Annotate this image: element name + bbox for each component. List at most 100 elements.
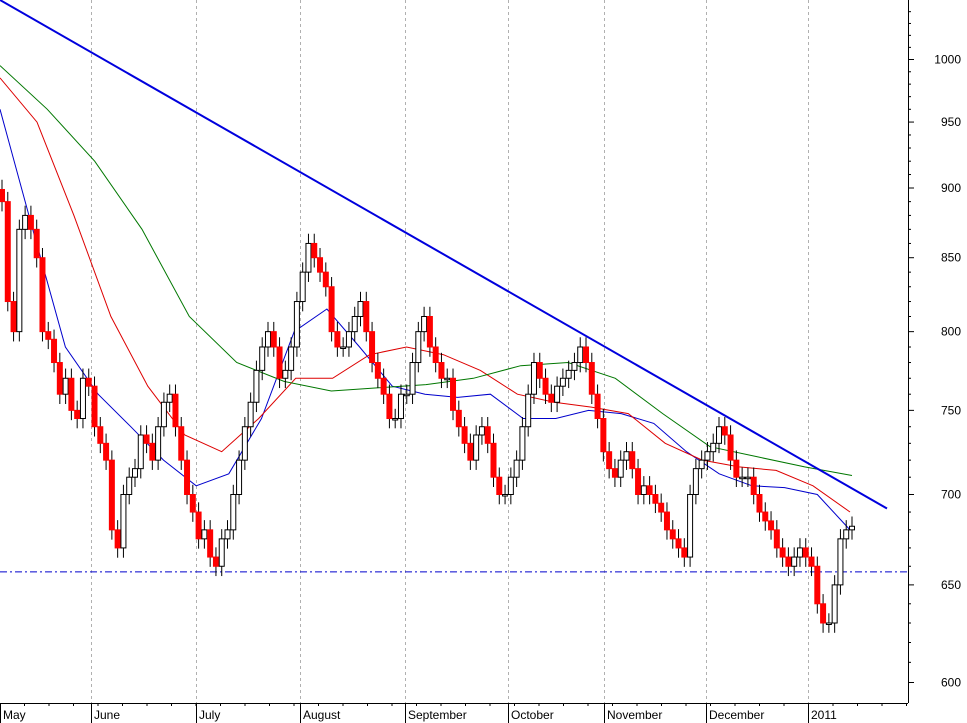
candle	[79, 368, 86, 429]
candle	[131, 458, 138, 487]
candle-body	[588, 362, 595, 395]
x-tick-label: October	[511, 708, 554, 722]
candle-body	[184, 459, 191, 496]
candle-body	[744, 476, 751, 480]
candle-body	[397, 393, 404, 420]
candle-body	[565, 369, 572, 379]
candle	[236, 450, 243, 505]
candle-body	[438, 362, 445, 379]
candle	[843, 520, 850, 549]
candle	[201, 520, 208, 549]
candle	[542, 368, 549, 405]
candle	[675, 529, 682, 558]
candle	[264, 321, 271, 357]
candle-body	[849, 525, 855, 531]
candle-body	[392, 418, 399, 421]
candle-body	[652, 494, 659, 504]
candle	[669, 520, 676, 549]
candle-body	[218, 538, 225, 567]
candle	[548, 384, 555, 413]
candle-body	[212, 556, 219, 567]
candle	[345, 321, 352, 357]
candle	[640, 476, 647, 505]
candle-body	[166, 393, 173, 403]
candle-body	[646, 485, 653, 496]
candle-body	[773, 529, 780, 549]
candle-body	[189, 494, 196, 513]
candle	[276, 337, 283, 389]
candle	[779, 538, 786, 567]
candle-body	[820, 603, 827, 624]
candle	[397, 384, 404, 429]
candle	[363, 291, 370, 342]
candle	[143, 425, 150, 454]
candle-body	[131, 468, 138, 478]
candle	[328, 277, 335, 342]
candle-body	[276, 346, 283, 379]
candle	[421, 306, 428, 342]
candle	[91, 376, 98, 437]
candle-body	[51, 338, 58, 364]
candle	[126, 467, 133, 505]
candle	[39, 247, 46, 342]
candle	[432, 337, 439, 373]
candle	[629, 441, 636, 479]
candle-body	[687, 494, 694, 558]
candle	[438, 352, 445, 389]
candle-body	[317, 257, 324, 273]
candle	[195, 502, 202, 549]
candle	[802, 538, 809, 567]
candle	[247, 392, 254, 437]
candle	[733, 450, 740, 487]
candle-body	[340, 346, 347, 349]
candle-body	[143, 434, 150, 444]
candle-body	[230, 494, 237, 531]
candle	[334, 321, 341, 357]
candle	[270, 321, 277, 357]
candle-body	[791, 556, 798, 567]
moving-average-green	[0, 65, 853, 476]
candle-body	[33, 228, 40, 259]
candle	[189, 484, 196, 522]
candle	[224, 520, 231, 549]
y-tick-label: 700	[941, 488, 961, 502]
candle-body	[681, 547, 688, 558]
candle-body	[56, 362, 63, 395]
candle-body	[149, 442, 156, 461]
candle	[16, 219, 23, 342]
candle-body	[155, 426, 162, 461]
candle-body	[224, 529, 231, 540]
y-tick-label: 950	[941, 115, 961, 129]
candle	[103, 433, 110, 470]
candle	[496, 467, 503, 505]
candle	[85, 368, 92, 397]
candle	[293, 291, 300, 357]
candle	[820, 594, 827, 633]
candle-body	[814, 565, 821, 605]
candle-body	[496, 476, 503, 496]
candle-body	[10, 301, 17, 333]
candle	[785, 547, 792, 577]
candle-body	[530, 362, 537, 395]
candle	[137, 425, 144, 479]
candle	[172, 384, 179, 437]
candle-body	[322, 271, 329, 288]
candle	[0, 179, 5, 212]
candle	[392, 408, 399, 429]
candle-body	[311, 242, 318, 259]
candle-body	[79, 377, 86, 420]
candle-body	[45, 331, 52, 340]
candle-body	[369, 331, 376, 364]
candle-body	[692, 468, 699, 496]
candle	[461, 417, 468, 454]
price-candles	[0, 179, 855, 633]
candle-body	[484, 426, 491, 444]
candle	[808, 547, 815, 577]
candle	[594, 384, 601, 429]
candle	[727, 425, 734, 470]
candle	[317, 247, 324, 282]
candle-body	[293, 301, 300, 348]
y-tick-label: 850	[941, 251, 961, 265]
candle-body	[542, 377, 549, 395]
